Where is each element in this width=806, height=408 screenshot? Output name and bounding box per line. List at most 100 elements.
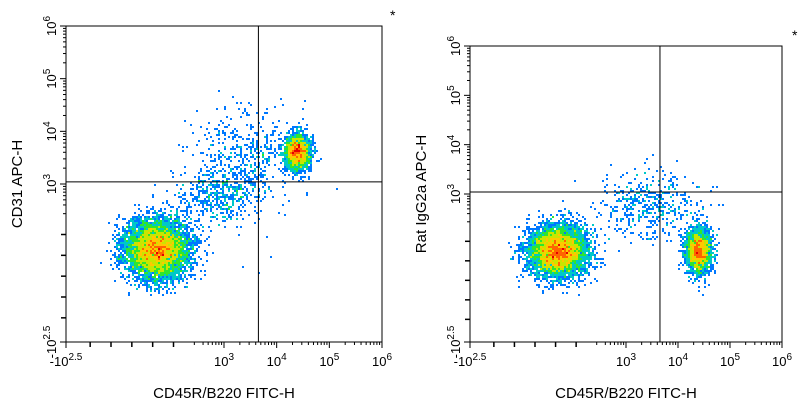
density-cell — [196, 236, 198, 238]
density-cell — [558, 252, 560, 254]
density-cell — [684, 194, 686, 196]
density-cell — [184, 236, 186, 238]
density-cell — [166, 228, 168, 230]
density-cell — [670, 210, 672, 212]
density-cell — [192, 268, 194, 270]
density-cell — [128, 274, 130, 276]
density-cell — [164, 216, 166, 218]
density-cell — [132, 266, 134, 268]
density-cell — [532, 240, 534, 242]
density-cell — [530, 254, 532, 256]
density-cell — [572, 242, 574, 244]
density-cell — [188, 274, 190, 276]
density-cell — [540, 280, 542, 282]
density-cell — [576, 252, 578, 254]
density-cell — [710, 262, 712, 264]
density-cell — [302, 156, 304, 158]
density-cell — [234, 190, 236, 192]
density-cell — [508, 242, 510, 244]
density-cell — [710, 238, 712, 240]
density-cell — [138, 268, 140, 270]
density-cell — [588, 232, 590, 234]
density-cell — [296, 138, 298, 140]
density-cell — [292, 150, 294, 152]
x-tick-label: 104 — [267, 352, 287, 369]
density-cell — [526, 270, 528, 272]
density-cell — [280, 138, 282, 140]
density-cell — [556, 236, 558, 238]
density-cell — [150, 224, 152, 226]
density-cell — [546, 244, 548, 246]
density-cell — [706, 230, 708, 232]
density-cell — [552, 250, 554, 252]
density-cell — [148, 228, 150, 230]
density-cell — [564, 264, 566, 266]
density-cell — [580, 240, 582, 242]
density-cell — [130, 268, 132, 270]
density-cell — [146, 240, 148, 242]
density-cell — [618, 186, 620, 188]
density-cell — [230, 218, 232, 220]
density-cell — [662, 178, 664, 180]
density-cell — [648, 220, 650, 222]
density-cell — [526, 226, 528, 228]
density-cell — [580, 262, 582, 264]
density-cell — [134, 246, 136, 248]
density-cell — [578, 270, 580, 272]
density-cell — [698, 242, 700, 244]
density-cell — [700, 224, 702, 226]
density-cell — [582, 234, 584, 236]
density-cell — [266, 148, 268, 150]
density-cell — [532, 268, 534, 270]
density-cell — [126, 254, 128, 256]
density-cell — [142, 214, 144, 216]
density-cell — [126, 248, 128, 250]
density-cell — [600, 214, 602, 216]
density-cell — [170, 222, 172, 224]
density-cell — [668, 204, 670, 206]
quadrant-gate — [470, 46, 782, 342]
density-cell — [592, 248, 594, 250]
density-cell — [294, 126, 296, 128]
density-cell — [308, 178, 310, 180]
density-cell — [170, 170, 172, 172]
density-cell — [674, 226, 676, 228]
density-cell — [538, 226, 540, 228]
density-cell — [114, 280, 116, 282]
density-cell — [540, 254, 542, 256]
density-cell — [684, 200, 686, 202]
density-cell — [668, 212, 670, 214]
density-cell — [546, 226, 548, 228]
density-cell — [686, 252, 688, 254]
density-cell — [688, 248, 690, 250]
density-cell — [238, 160, 240, 162]
density-cell — [108, 242, 110, 244]
density-cell — [686, 260, 688, 262]
density-cell — [224, 170, 226, 172]
density-cell — [134, 250, 136, 252]
density-cell — [552, 286, 554, 288]
density-cell — [222, 212, 224, 214]
density-cell — [304, 158, 306, 160]
density-cell — [300, 162, 302, 164]
density-cell — [542, 228, 544, 230]
density-cell — [290, 136, 292, 138]
density-cell — [536, 226, 538, 228]
density-cell — [260, 210, 262, 212]
density-cell — [258, 190, 260, 192]
density-cell — [228, 164, 230, 166]
density-cell — [536, 270, 538, 272]
density-cell — [238, 108, 240, 110]
density-cell — [232, 200, 234, 202]
density-cell — [702, 240, 704, 242]
density-cell — [122, 274, 124, 276]
density-cell — [286, 168, 288, 170]
density-cell — [284, 164, 286, 166]
density-cell — [554, 256, 556, 258]
density-cell — [534, 242, 536, 244]
density-cell — [214, 170, 216, 172]
density-cell — [288, 130, 290, 132]
density-cell — [212, 144, 214, 146]
density-cell — [134, 242, 136, 244]
density-cell — [160, 220, 162, 222]
